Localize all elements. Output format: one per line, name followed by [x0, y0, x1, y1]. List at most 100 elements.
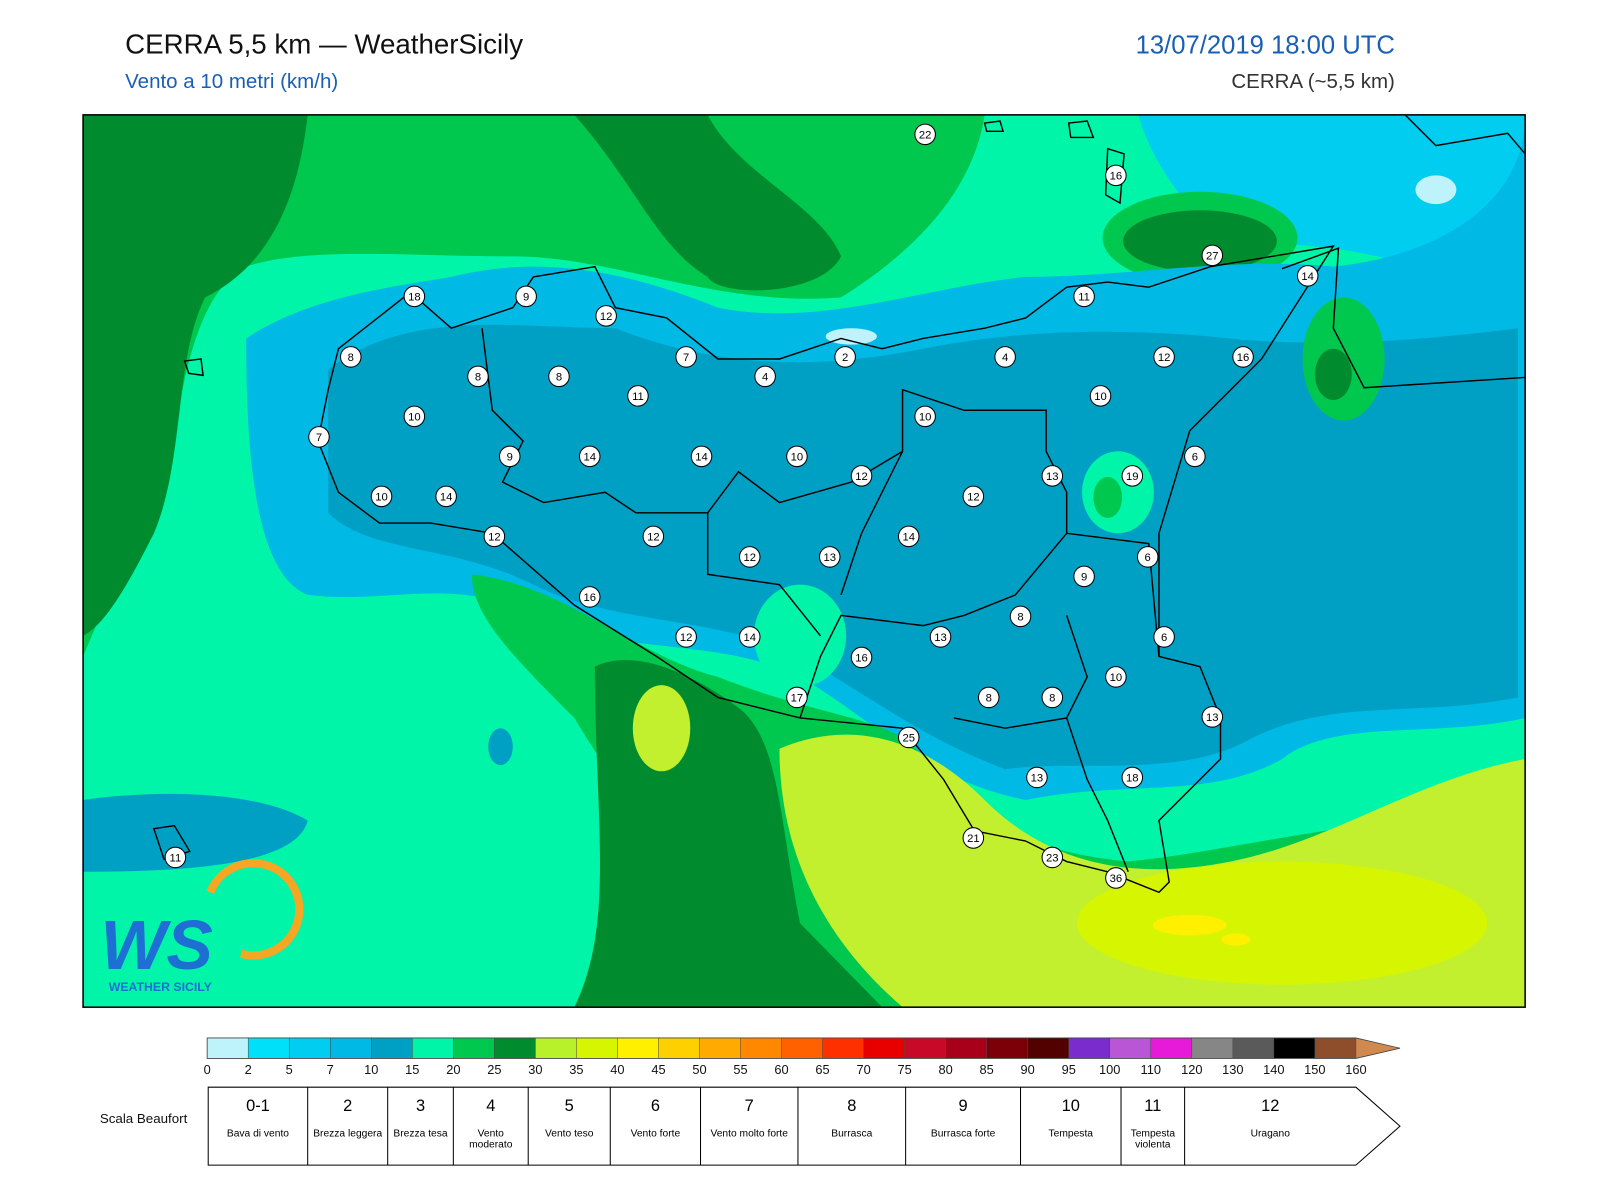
- colorbar-tick-label: 20: [446, 1062, 460, 1077]
- colorbar-tick-label: 160: [1345, 1062, 1366, 1077]
- colorbar: 0 2 5 7 10 15 20 25 30 35 40 45 50 55 60 65 70 75 80 85 90 95…: [204, 1037, 1401, 1077]
- station-value: 13: [1046, 471, 1059, 483]
- station-marker: [1232, 346, 1254, 368]
- station-value: 12: [967, 492, 980, 504]
- station-marker: [1089, 385, 1112, 407]
- station-marker: [834, 346, 856, 368]
- beaufort-force: 8: [847, 1097, 857, 1115]
- station-marker: [1009, 605, 1032, 628]
- station-value: 12: [600, 311, 613, 323]
- beaufort-force: 9: [958, 1097, 968, 1115]
- color-segment: [412, 1037, 454, 1059]
- colorbar-tick-label: 65: [815, 1062, 829, 1077]
- station-marker: [1105, 666, 1127, 688]
- title: CERRA 5,5 km — WeatherSicily: [125, 28, 523, 59]
- station-value: 8: [556, 372, 562, 384]
- station-marker: [515, 285, 537, 308]
- beaufort-label: Tempesta: [1048, 1128, 1093, 1140]
- station-marker: [403, 285, 426, 308]
- color-segment: [576, 1037, 618, 1059]
- logo-name: WEATHER SICILY: [109, 980, 212, 994]
- station-marker: [1073, 565, 1095, 588]
- beaufort-force: 4: [486, 1097, 496, 1115]
- color-segment: [699, 1037, 741, 1059]
- colorbar-tick-label: 5: [286, 1062, 293, 1077]
- station-value: 12: [647, 532, 660, 544]
- colorbar-tick-label: 60: [774, 1062, 788, 1077]
- station-marker: [786, 445, 808, 468]
- color-segment: [1068, 1037, 1110, 1059]
- beaufort-label: Vento forte: [630, 1128, 681, 1140]
- colorbar-tick-label: 40: [610, 1062, 624, 1077]
- colorbar-tick-label: 80: [939, 1062, 953, 1077]
- station-value: 22: [919, 129, 932, 141]
- color-segment: [986, 1037, 1028, 1059]
- color-segment: [1150, 1037, 1192, 1059]
- station-value: 14: [583, 452, 596, 464]
- beaufort-force: 11: [1144, 1097, 1162, 1115]
- beaufort-cell: 6 Vento forte: [630, 1097, 681, 1140]
- beaufort-label: Brezza tesa: [393, 1128, 448, 1140]
- beaufort-label: Vento moderato: [469, 1128, 513, 1151]
- colorbar-tick-label: 150: [1304, 1062, 1325, 1077]
- station-marker: [1121, 465, 1144, 487]
- beaufort-force: 12: [1261, 1097, 1280, 1115]
- station-marker: [403, 405, 426, 428]
- station-value: 14: [902, 532, 915, 544]
- station-value: 14: [695, 452, 708, 464]
- station-value: 13: [1031, 773, 1044, 785]
- station-value: 18: [408, 292, 421, 304]
- color-segment: [289, 1037, 331, 1059]
- beaufort-force: 6: [650, 1097, 660, 1115]
- color-segment: [207, 1037, 249, 1059]
- station-value: 8: [1017, 612, 1023, 624]
- station-marker: [1105, 164, 1127, 187]
- station-value: 7: [683, 352, 689, 364]
- station-value: 4: [762, 372, 768, 384]
- station-value: 17: [791, 693, 804, 705]
- station-value: 10: [919, 412, 932, 424]
- station-marker: [467, 365, 489, 388]
- station-marker: [1041, 465, 1064, 487]
- beaufort-force: 7: [744, 1097, 754, 1115]
- station-value: 10: [791, 452, 804, 464]
- beaufort-label: Tempesta violenta: [1130, 1128, 1176, 1151]
- station-marker: [435, 485, 457, 508]
- station-value: 14: [743, 632, 756, 644]
- beaufort-label: Uragano: [1250, 1128, 1290, 1140]
- station-value: 16: [583, 592, 596, 604]
- map-fields: [83, 114, 1526, 1008]
- station-value: 6: [1192, 452, 1198, 464]
- station-value: 4: [1002, 352, 1008, 364]
- beaufort-cell-content: 3 Brezza tesa: [388, 1087, 454, 1165]
- beaufort-force: 10: [1061, 1097, 1080, 1115]
- station-value: 9: [507, 452, 513, 464]
- station-value: 36: [1110, 873, 1123, 885]
- station-marker: [1073, 285, 1095, 308]
- beaufort-label: Burrasca forte: [930, 1128, 996, 1140]
- station-marker: [929, 626, 952, 648]
- station-marker: [897, 525, 920, 548]
- colorbar-tick-label: 0: [204, 1062, 211, 1077]
- beaufort-cell-content: 9 Burrasca forte: [906, 1087, 1021, 1165]
- station-marker: [738, 626, 761, 648]
- station-marker: [818, 546, 841, 568]
- colorbar-tick-label: 45: [651, 1062, 665, 1077]
- station-marker: [1153, 626, 1175, 648]
- station-value: 12: [488, 532, 501, 544]
- color-segment: [1314, 1037, 1356, 1059]
- coastlines: [152, 114, 1526, 894]
- station-marker: [498, 445, 521, 468]
- station-value: 13: [1206, 712, 1219, 724]
- colorbar-tick-label: 100: [1099, 1062, 1120, 1077]
- station-marker: [754, 365, 776, 388]
- station-marker: [1296, 265, 1319, 287]
- beaufort-cell-content: 5 Vento teso: [528, 1087, 610, 1165]
- station-marker: [1026, 766, 1048, 789]
- station-marker: [1201, 706, 1224, 728]
- color-segment: [740, 1037, 782, 1059]
- color-segment: [1191, 1037, 1233, 1059]
- station-value: 16: [855, 653, 868, 665]
- station-marker: [642, 525, 665, 548]
